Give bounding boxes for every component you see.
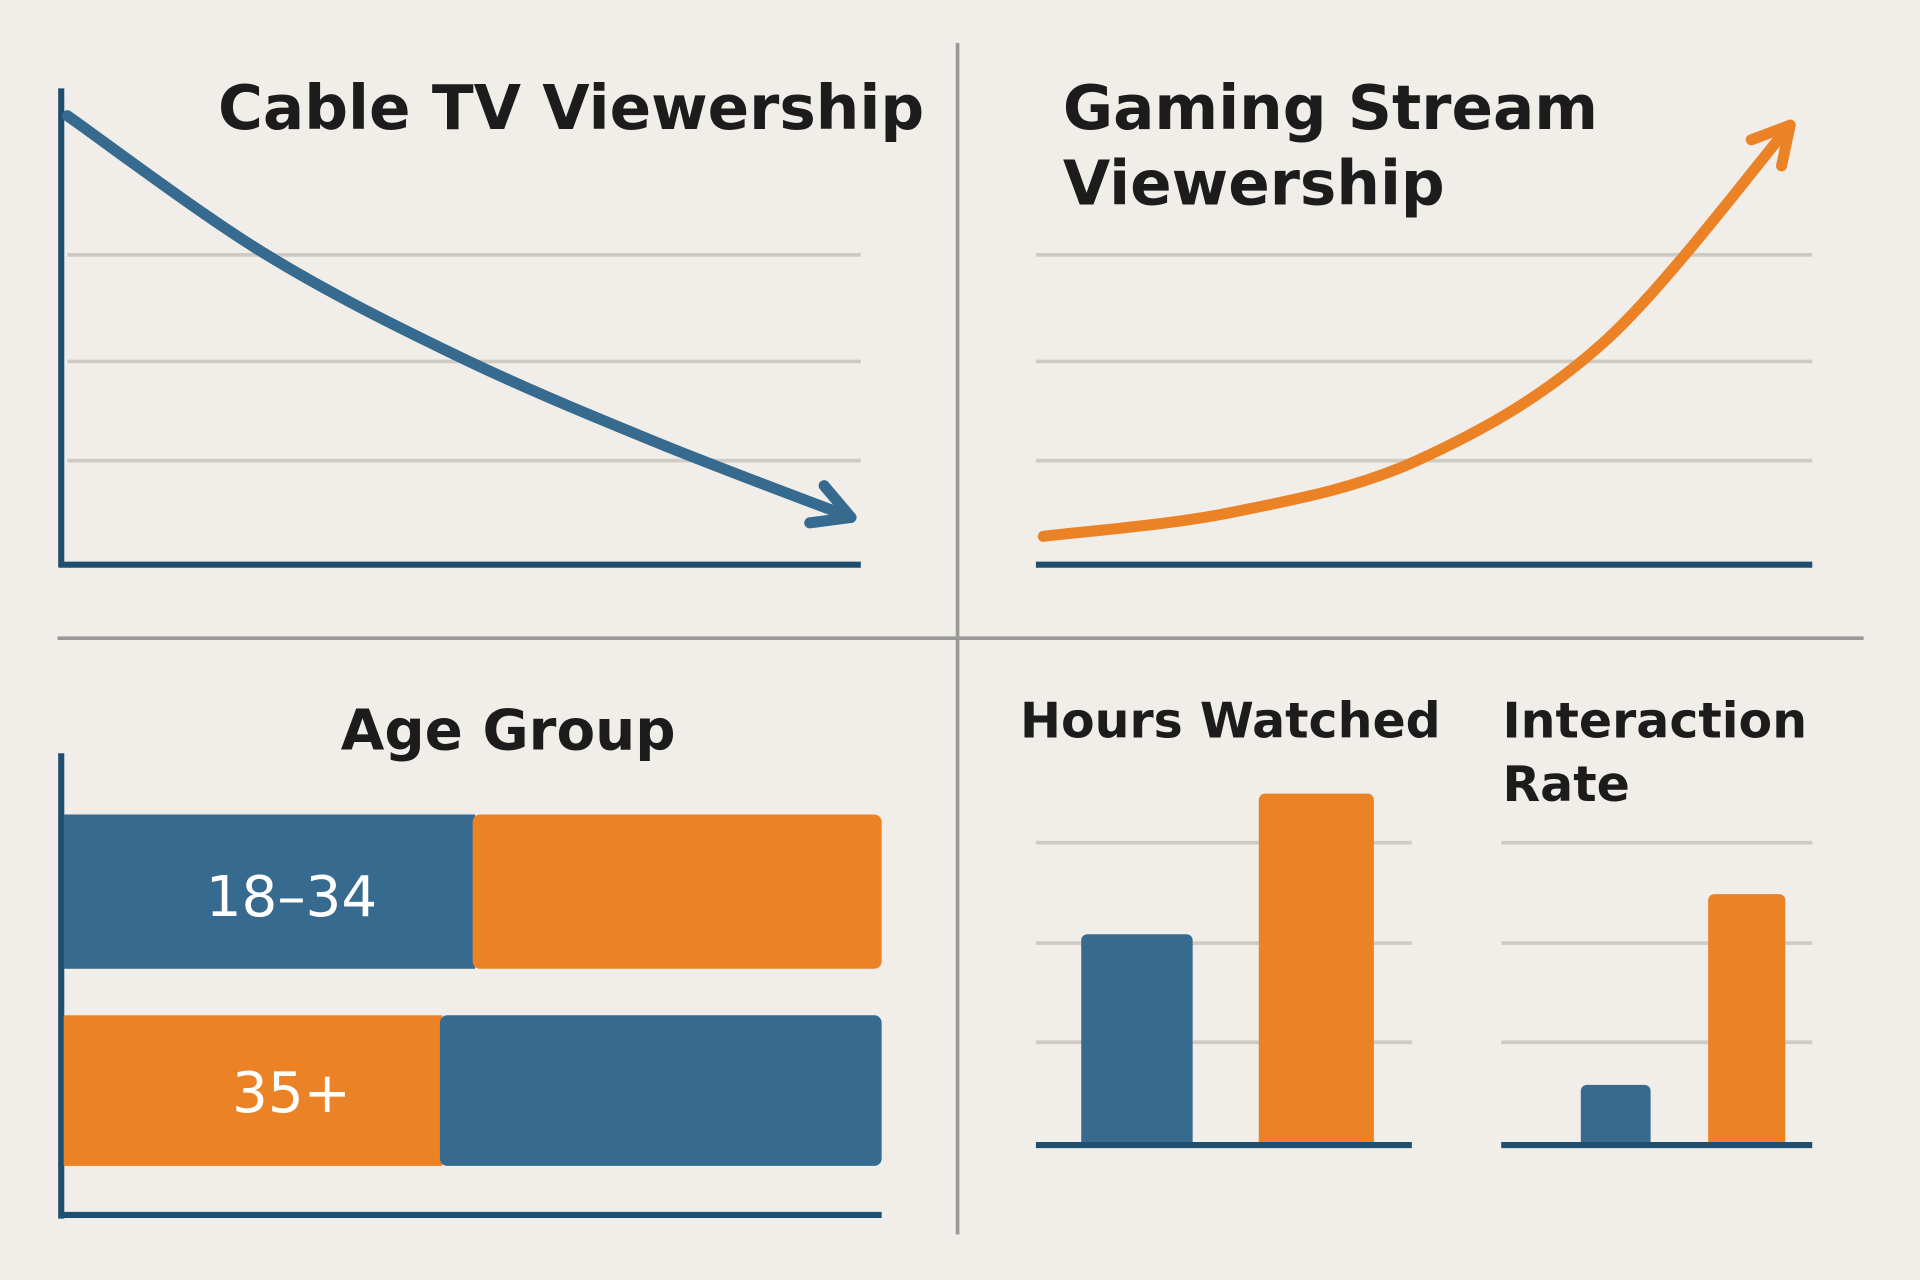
gaming-arrowhead-icon [1745, 119, 1796, 172]
age-bar-segment [472, 814, 882, 969]
interaction-rate-title-line2: Rate [1502, 756, 1629, 813]
cable-series-line [61, 110, 857, 523]
gaming-title-line2: Viewership [1063, 149, 1445, 220]
age-bar-segment [63, 814, 476, 969]
bar-label-35-plus: 35+ [232, 1061, 351, 1126]
gaming-series-line [1037, 119, 1796, 542]
hours-bar [1258, 793, 1374, 1148]
gaming-title-line1: Gaming Stream [1063, 73, 1598, 144]
cable-tv-title: Cable TV Viewership [218, 73, 924, 144]
interaction-rate-title-line1: Interaction [1502, 692, 1807, 749]
interaction-bar [1708, 894, 1786, 1148]
age-bar-segment [63, 1015, 443, 1166]
bar-label-18-34: 18–34 [206, 865, 377, 930]
interaction-bar [1580, 1084, 1651, 1148]
hours-bar [1081, 934, 1193, 1148]
cable-arrowhead-icon [804, 480, 857, 529]
hours-watched-title: Hours Watched [1020, 692, 1441, 749]
age-group-title: Age Group [341, 699, 676, 764]
age-bar-segment [439, 1015, 882, 1166]
